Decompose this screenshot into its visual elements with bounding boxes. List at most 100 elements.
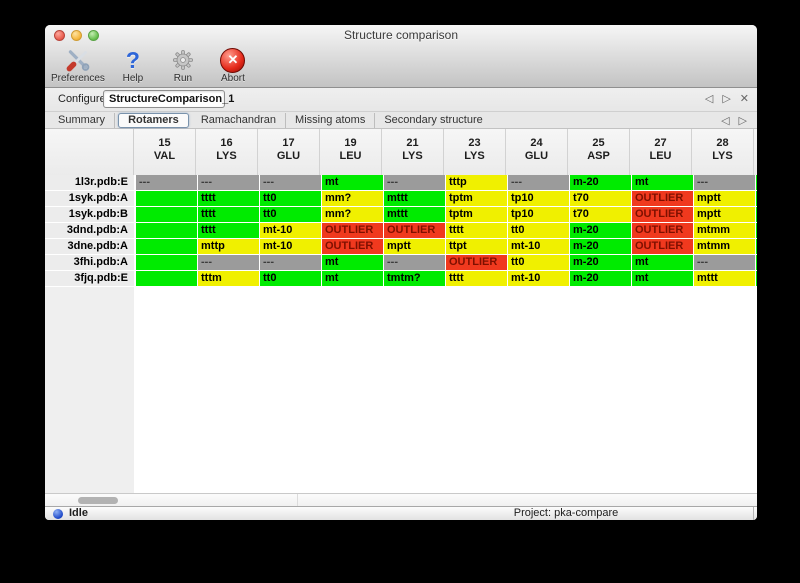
configure-name-field[interactable]: StructureComparison_1 — [103, 90, 234, 108]
rotamer-cell[interactable]: --- — [198, 255, 259, 270]
rotamer-cell[interactable]: mt-10 — [260, 239, 321, 254]
rotamer-cell[interactable]: OUTLIER — [632, 223, 693, 238]
rotamer-cell[interactable]: mt — [322, 271, 383, 286]
rotamer-cell[interactable]: tt0 — [508, 223, 569, 238]
configure-prev-button[interactable]: ◁ — [704, 93, 714, 105]
rotamer-cell[interactable]: OUTLIER — [384, 223, 445, 238]
rotamer-cell[interactable]: mttt — [694, 271, 755, 286]
rotamer-cell[interactable]: tt0 — [260, 207, 321, 222]
close-window-button[interactable] — [54, 30, 65, 41]
rotamer-cell[interactable]: --- — [136, 175, 197, 190]
title-bar[interactable]: Structure comparison — [45, 25, 757, 45]
horizontal-scrollbar[interactable] — [45, 493, 757, 506]
rotamer-cell-partial[interactable] — [756, 223, 757, 238]
tabs-next-button[interactable]: ▷ — [738, 115, 747, 127]
rotamer-cell[interactable]: mtmm — [694, 223, 755, 238]
rotamer-cell[interactable]: --- — [198, 175, 259, 190]
rotamer-cell[interactable]: m-20 — [570, 271, 631, 286]
rotamer-cell[interactable]: tttt — [446, 271, 507, 286]
rotamer-cell[interactable]: mt — [632, 175, 693, 190]
rotamer-cell[interactable]: tttt — [198, 207, 259, 222]
rotamer-cell[interactable]: tptm — [446, 207, 507, 222]
configure-next-button[interactable]: ▷ — [722, 93, 731, 105]
rotamer-cell[interactable]: m-20 — [570, 175, 631, 190]
rotamer-cell-partial[interactable] — [756, 255, 757, 270]
toolbar-button-abort[interactable]: ✕ Abort — [211, 47, 255, 84]
rotamer-cell[interactable]: mt — [632, 255, 693, 270]
rotamer-cell[interactable]: tttt — [198, 191, 259, 206]
rotamer-cell[interactable]: tttm — [198, 271, 259, 286]
toolbar-button-help[interactable]: ? Help — [111, 47, 155, 84]
rotamer-cell[interactable]: OUTLIER — [446, 255, 507, 270]
rotamer-cell[interactable] — [136, 271, 197, 286]
horizontal-scrollbar-thumb[interactable] — [78, 497, 118, 504]
rotamer-cell-partial[interactable] — [756, 191, 757, 206]
rotamer-cell[interactable] — [136, 255, 197, 270]
rotamer-cell[interactable]: t70 — [570, 191, 631, 206]
tab-summary[interactable]: Summary — [49, 112, 116, 128]
rotamer-cell[interactable]: mttp — [198, 239, 259, 254]
rotamer-cell[interactable]: tt0 — [260, 271, 321, 286]
rotamer-cell[interactable]: mptt — [384, 239, 445, 254]
rotamer-cell[interactable]: --- — [384, 175, 445, 190]
tabs-prev-button[interactable]: ◁ — [721, 115, 730, 127]
rotamer-cell[interactable]: --- — [508, 175, 569, 190]
rotamer-cell[interactable]: mt — [322, 255, 383, 270]
rotamer-cell[interactable]: mm? — [322, 191, 383, 206]
rotamer-cell[interactable]: mptt — [694, 191, 755, 206]
rotamer-cell[interactable]: mt — [632, 271, 693, 286]
rotamer-cell[interactable]: tt0 — [260, 191, 321, 206]
rotamer-cell[interactable] — [136, 191, 197, 206]
rotamer-cell[interactable]: m-20 — [570, 239, 631, 254]
rotamer-cell[interactable]: mttt — [384, 191, 445, 206]
tab-secondary-structure[interactable]: Secondary structure — [384, 113, 483, 126]
zoom-window-button[interactable] — [88, 30, 99, 41]
rotamer-cell[interactable]: --- — [694, 175, 755, 190]
rotamer-cell[interactable]: ttpt — [446, 239, 507, 254]
rotamer-cell[interactable]: mm? — [322, 207, 383, 222]
rotamer-cell[interactable] — [136, 239, 197, 254]
rotamer-cell[interactable]: t70 — [570, 207, 631, 222]
rotamer-cell[interactable]: m-20 — [570, 255, 631, 270]
toolbar-button-preferences[interactable]: Preferences — [51, 47, 105, 84]
rotamer-cell[interactable] — [136, 207, 197, 222]
rotamer-cell-partial[interactable] — [756, 271, 757, 286]
rotamer-cell-partial[interactable] — [756, 175, 757, 190]
rotamer-cell[interactable]: m-20 — [570, 223, 631, 238]
toolbar-button-run[interactable]: Run — [161, 47, 205, 84]
rotamer-cell-partial[interactable] — [756, 207, 757, 222]
rotamer-cell[interactable]: OUTLIER — [632, 207, 693, 222]
rotamer-cell[interactable]: OUTLIER — [322, 239, 383, 254]
minimize-window-button[interactable] — [71, 30, 82, 41]
rotamer-cell[interactable]: tp10 — [508, 191, 569, 206]
tab-ramachandran[interactable]: Ramachandran — [192, 112, 287, 128]
rotamer-cell[interactable]: --- — [384, 255, 445, 270]
rotamer-cell[interactable]: mtmm — [694, 239, 755, 254]
tab-rotamers[interactable]: Rotamers — [118, 112, 189, 128]
rotamer-cell[interactable]: tt0 — [508, 255, 569, 270]
rotamer-cell[interactable]: mt-10 — [508, 271, 569, 286]
rotamer-cell[interactable] — [136, 223, 197, 238]
rotamer-cell[interactable]: --- — [694, 255, 755, 270]
rotamer-cell[interactable]: tttp — [446, 175, 507, 190]
rotamer-cell[interactable]: --- — [260, 175, 321, 190]
status-indicator-icon — [53, 509, 63, 519]
rotamer-cell[interactable]: --- — [260, 255, 321, 270]
rotamer-cell[interactable]: mt-10 — [260, 223, 321, 238]
rotamer-cell[interactable]: OUTLIER — [632, 239, 693, 254]
rotamer-cell[interactable]: mt-10 — [508, 239, 569, 254]
rotamer-cell[interactable]: mptt — [694, 207, 755, 222]
rotamer-cell[interactable]: OUTLIER — [322, 223, 383, 238]
rotamer-cell[interactable]: tttt — [198, 223, 259, 238]
rotamer-cell[interactable]: mt — [322, 175, 383, 190]
rotamer-cell[interactable]: tptm — [446, 191, 507, 206]
rotamer-cell[interactable]: OUTLIER — [632, 191, 693, 206]
configure-close-button[interactable]: ✕ — [739, 93, 749, 105]
rotamer-cell[interactable]: tp10 — [508, 207, 569, 222]
rotamer-cell[interactable]: mttt — [384, 207, 445, 222]
status-text: Idle — [69, 507, 88, 519]
rotamer-cell[interactable]: tttt — [446, 223, 507, 238]
tab-missing-atoms[interactable]: Missing atoms — [286, 112, 376, 128]
rotamer-cell[interactable]: tmtm? — [384, 271, 445, 286]
rotamer-cell-partial[interactable] — [756, 239, 757, 254]
